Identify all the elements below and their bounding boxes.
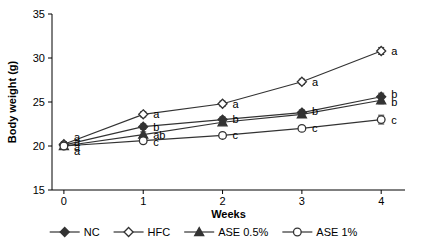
y-tick xyxy=(48,190,52,191)
y-tick-label: 15 xyxy=(33,184,45,196)
x-tick-label: 4 xyxy=(378,195,384,207)
x-tick xyxy=(143,190,144,194)
marker xyxy=(139,110,148,119)
legend-label: NC xyxy=(84,226,100,238)
annotation: a xyxy=(153,108,160,120)
x-axis-label: Weeks xyxy=(211,208,246,220)
legend-marker xyxy=(195,228,204,236)
annotation: a xyxy=(312,76,319,88)
annotation: a xyxy=(391,45,398,57)
legend-marker xyxy=(124,228,133,237)
x-tick-label: 2 xyxy=(219,195,225,207)
series-line xyxy=(64,51,381,144)
legend-item: ASE 1% xyxy=(282,226,357,238)
annotation: b xyxy=(312,105,318,117)
error-bar xyxy=(378,115,384,124)
x-tick-label: 1 xyxy=(140,195,146,207)
annotation: b xyxy=(233,113,239,125)
plot-area xyxy=(59,46,385,149)
marker xyxy=(298,125,306,133)
annotation: c xyxy=(153,136,159,148)
legend-label: ASE 0.5% xyxy=(218,226,268,238)
legend-marker xyxy=(60,228,69,237)
marker xyxy=(377,116,385,124)
marker xyxy=(219,132,227,140)
legend-item: NC xyxy=(50,226,100,238)
x-tick xyxy=(63,190,64,194)
y-tick-label: 30 xyxy=(33,52,45,64)
y-tick xyxy=(48,146,52,147)
series-line xyxy=(64,120,381,146)
marker xyxy=(59,141,68,150)
marker xyxy=(139,137,147,145)
marker xyxy=(297,110,306,118)
x-tick xyxy=(222,190,223,194)
marker xyxy=(218,99,227,108)
marker xyxy=(59,142,68,150)
x-tick xyxy=(301,190,302,194)
legend-marker xyxy=(294,228,302,236)
annotation: c xyxy=(233,129,239,141)
x-tick xyxy=(381,190,382,194)
marker xyxy=(377,96,386,104)
x-tick-label: 0 xyxy=(61,195,67,207)
y-tick xyxy=(48,102,52,103)
x-tick-label: 3 xyxy=(299,195,305,207)
legend-label: ASE 1% xyxy=(316,226,357,238)
marker xyxy=(218,118,227,126)
annotation: a xyxy=(233,98,240,110)
annotation: b xyxy=(391,96,397,108)
annotation: a xyxy=(74,145,81,157)
marker xyxy=(377,46,386,55)
marker xyxy=(297,77,306,86)
legend-label: HFC xyxy=(148,226,171,238)
y-tick-label: 20 xyxy=(33,140,45,152)
marker xyxy=(297,108,306,117)
y-axis-label: Body weight (g) xyxy=(6,60,18,143)
legend: NC HFC ASE 0.5% ASE 1% xyxy=(50,226,358,238)
y-tick xyxy=(48,14,52,15)
series-line xyxy=(64,100,381,146)
y-tick xyxy=(48,58,52,59)
annotation: c xyxy=(391,114,397,126)
annotation: c xyxy=(312,122,318,134)
chart: 15 20 25 30 35 0 1 2 3 4 Weeks Body weight (g) a a a a a… xyxy=(0,0,421,239)
series-line xyxy=(64,97,381,145)
marker xyxy=(60,142,68,150)
legend-item: HFC xyxy=(114,226,171,238)
legend-item: ASE 0.5% xyxy=(184,226,268,238)
y-tick-label: 35 xyxy=(33,8,45,20)
y-tick-label: 25 xyxy=(33,96,45,108)
x-axis xyxy=(52,190,405,191)
